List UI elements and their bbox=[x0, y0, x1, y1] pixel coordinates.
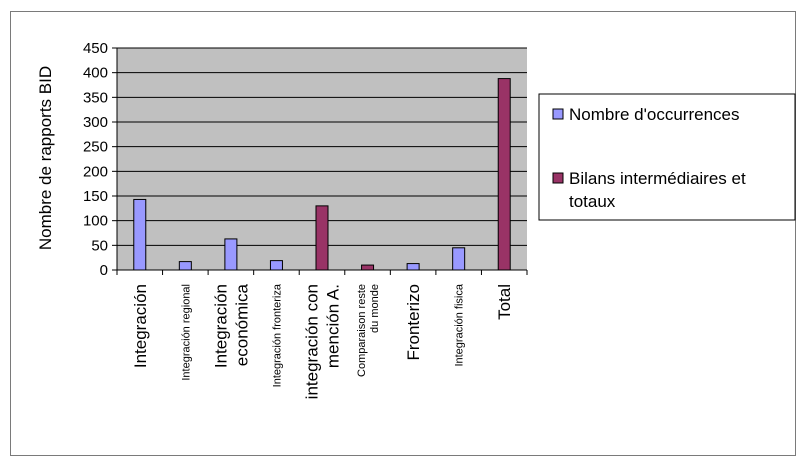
bar-bilans bbox=[315, 205, 329, 271]
bar-occurrences bbox=[269, 260, 283, 271]
legend-label: Nombre d'occurrences bbox=[569, 105, 739, 124]
legend: Nombre d'occurrences Bilans intermédiaire… bbox=[538, 93, 796, 221]
x-tick-label-line: Integración bbox=[211, 284, 230, 368]
x-tick-label: Integración bbox=[131, 284, 150, 368]
legend-box bbox=[538, 93, 796, 221]
x-tick-label-line: Integración fisica bbox=[454, 283, 466, 366]
gridlines bbox=[112, 47, 527, 271]
legend-label: Bilans intermédiaires et bbox=[569, 169, 746, 188]
bar-occurrences bbox=[452, 247, 466, 271]
x-tick-label-line: Integración bbox=[131, 284, 150, 368]
legend-swatch bbox=[552, 108, 564, 120]
x-tick-label-line: Integración regional bbox=[180, 284, 192, 381]
y-axis-title: Nombre de rapports BID bbox=[36, 66, 55, 250]
legend-label: totaux bbox=[569, 192, 616, 211]
y-tick-label: 100 bbox=[83, 213, 108, 230]
x-tick-label: Comparaison reste du monde bbox=[356, 284, 381, 377]
x-tick-label: Integración fisica bbox=[454, 283, 466, 366]
x-tick-label-line: Fronterizo bbox=[404, 284, 423, 361]
axes bbox=[116, 48, 528, 275]
bars bbox=[133, 78, 511, 271]
x-tick-labels: Integración Integración regional Integraci… bbox=[131, 283, 514, 399]
x-tick-label: integración con mención A. bbox=[303, 284, 343, 399]
bar-occurrences bbox=[224, 238, 238, 271]
x-tick-label-line: Integración fronteriza bbox=[271, 283, 283, 387]
x-tick-label-line: du monde bbox=[369, 284, 381, 333]
x-tick-label-line: Comparaison reste bbox=[356, 284, 368, 377]
x-tick-label: Total bbox=[495, 284, 514, 320]
bar-bilans bbox=[497, 78, 511, 271]
bar-bilans bbox=[361, 264, 375, 271]
x-tick-label-line: mención A. bbox=[324, 284, 343, 368]
bar-occurrences bbox=[133, 198, 147, 271]
x-tick-label-line: económica bbox=[232, 283, 251, 366]
x-tick-label-line: Total bbox=[495, 284, 514, 320]
y-tick-label: 350 bbox=[83, 89, 108, 106]
x-tick-label: Integración regional bbox=[180, 284, 192, 381]
y-tick-label: 150 bbox=[83, 188, 108, 205]
y-tick-label: 200 bbox=[83, 163, 108, 180]
y-tick-labels: 0 50 100 150 200 250 300 350 400 450 bbox=[83, 40, 108, 279]
y-tick-label: 450 bbox=[83, 40, 108, 57]
x-tick-label: Integración fronteriza bbox=[271, 283, 283, 387]
y-tick-label: 250 bbox=[83, 139, 108, 156]
y-tick-label: 400 bbox=[83, 65, 108, 82]
x-tick-label-line: integración con bbox=[303, 284, 322, 399]
x-tick-label: Fronterizo bbox=[404, 284, 423, 361]
bar-occurrences bbox=[406, 263, 420, 271]
y-tick-label: 300 bbox=[83, 114, 108, 131]
legend-swatch bbox=[552, 172, 564, 184]
bar-occurrences bbox=[178, 261, 192, 271]
y-tick-label: 0 bbox=[100, 262, 108, 279]
x-tick-label: Integración económica bbox=[211, 283, 251, 368]
y-tick-label: 50 bbox=[91, 237, 108, 254]
